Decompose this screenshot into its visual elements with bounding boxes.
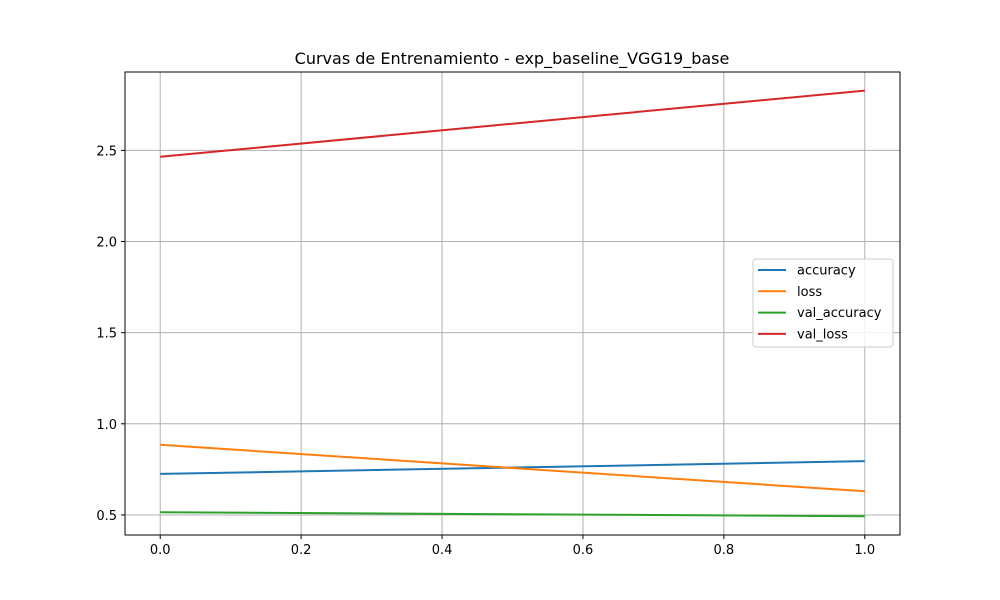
x-axis: 0.0 0.2 0.4 0.6 0.8 1.0	[150, 535, 875, 558]
y-tick-label: 1.0	[96, 418, 117, 433]
legend-label: val_loss	[797, 327, 848, 342]
y-tick-label: 0.5	[96, 509, 117, 524]
y-axis: 0.5 1.0 1.5 2.0 2.5	[96, 144, 125, 524]
y-tick-label: 2.0	[96, 236, 117, 251]
series-lines	[160, 89, 865, 518]
y-tick-label: 2.5	[96, 144, 117, 159]
x-tick-label: 0.0	[150, 543, 171, 558]
legend-label: accuracy	[797, 264, 856, 279]
series-line-val-accuracy	[160, 511, 865, 518]
x-tick-label: 0.8	[714, 543, 735, 558]
x-tick-label: 0.2	[291, 543, 312, 558]
legend-label: loss	[797, 285, 822, 300]
x-tick-label: 0.6	[573, 543, 594, 558]
legend-label: val_accuracy	[797, 306, 882, 321]
plot-frame	[124, 71, 901, 536]
chart-title: Curvas de Entrenamiento - exp_baseline_V…	[295, 49, 730, 69]
legend: accuracy loss val_accuracy val_loss	[752, 258, 894, 348]
x-tick-label: 0.4	[432, 543, 453, 558]
y-tick-label: 1.5	[96, 327, 117, 342]
x-tick-label: 1.0	[854, 543, 875, 558]
legend-box	[752, 258, 894, 348]
series-line-val-loss	[160, 89, 865, 158]
series-line-loss	[160, 443, 865, 493]
